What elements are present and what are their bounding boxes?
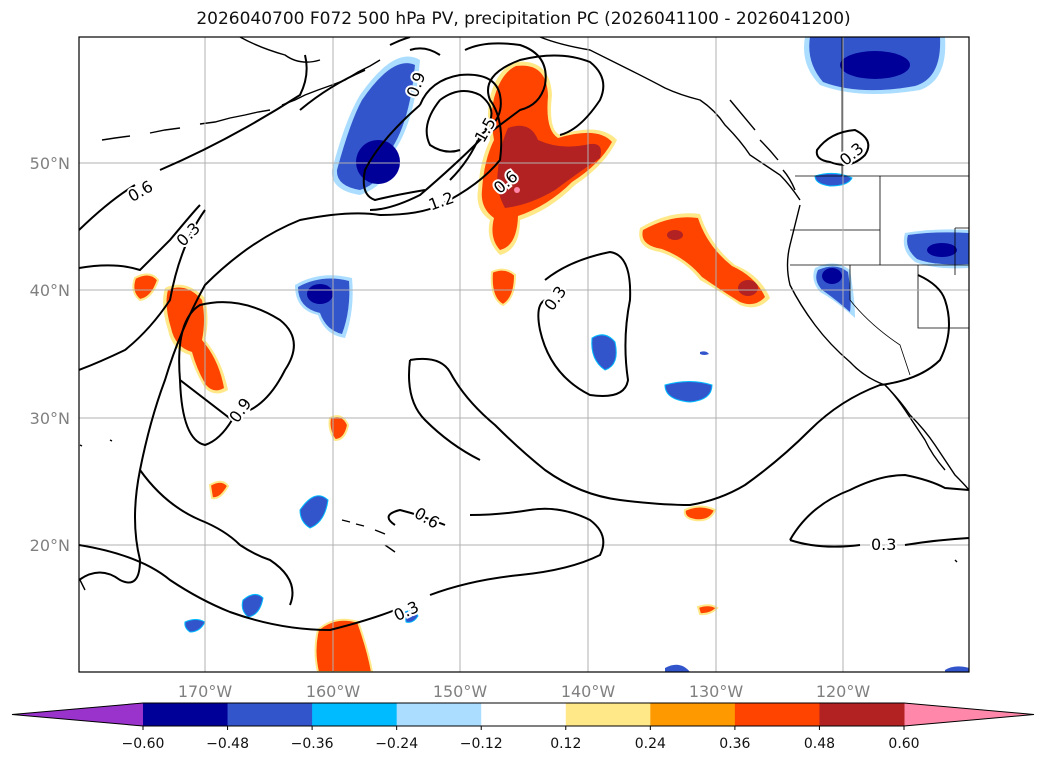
lon-label-150w: 150°W <box>433 682 488 701</box>
colorbar-extend-max <box>904 703 1034 726</box>
lat-label-40n: 40°N <box>30 281 70 300</box>
state-borders <box>790 176 969 376</box>
colorbar-segment <box>565 703 651 726</box>
map-frame <box>78 36 970 673</box>
pos-anomaly-south <box>314 618 374 672</box>
lat-label-30n: 30°N <box>30 409 70 428</box>
aleutian-islands <box>101 59 381 141</box>
hawaiian-islands <box>341 519 396 553</box>
colorbar-segment <box>396 703 482 726</box>
contour-0.3-northeast <box>815 128 870 166</box>
colorbar-tick-label: 0.24 <box>635 736 666 752</box>
colorbar-segment <box>481 703 567 726</box>
colorbar-tick-label: 0.48 <box>804 736 835 752</box>
lon-label-130w: 130°W <box>689 682 744 701</box>
contour-0.3-large <box>79 204 206 371</box>
colorbar-segment <box>819 703 905 726</box>
contour-0.6-southwest <box>139 469 294 606</box>
baja-california <box>884 384 946 471</box>
map-title: 2026040700 F072 500 hPa PV, precipitatio… <box>196 9 851 29</box>
bc-coast <box>729 99 796 191</box>
lon-label-140w: 140°W <box>561 682 616 701</box>
gridlines <box>79 37 969 672</box>
alaska-coast <box>239 37 801 201</box>
latitude-labels: 50°N 40°N 30°N 20°N <box>30 154 70 555</box>
colorbar-segment <box>312 703 398 726</box>
lon-label-170w: 170°W <box>178 682 233 701</box>
colorbar-segment <box>227 703 313 726</box>
longitude-labels: 170°W 160°W 150°W 140°W 130°W 120°W <box>178 682 871 701</box>
lon-label-160w: 160°W <box>306 682 361 701</box>
contour-0.3-east <box>408 274 950 507</box>
lon-label-120w: 120°W <box>816 682 871 701</box>
positive-precip-anomalies <box>132 61 770 672</box>
contour-0.3-southern <box>79 507 605 632</box>
colorbar-tick-label: −0.48 <box>206 736 249 752</box>
colorbar-tick-label: 0.60 <box>888 736 919 752</box>
colorbar-tick-label: 0.12 <box>550 736 581 752</box>
pv-contours <box>79 37 969 632</box>
colorbar-tick-label: −0.60 <box>122 736 165 752</box>
colorbar-segment <box>143 703 229 726</box>
colorbar-segment <box>650 703 736 726</box>
contour-0.9 <box>178 42 547 447</box>
colorbar-tick-label: −0.12 <box>460 736 503 752</box>
contour-1.2 <box>362 73 502 202</box>
colorbar-tick-label: −0.36 <box>291 736 334 752</box>
contour-label: 0.3 <box>871 535 896 554</box>
colorbar-segment <box>734 703 820 726</box>
us-west-coast <box>786 204 969 491</box>
lat-label-20n: 20°N <box>30 536 70 555</box>
coastlines <box>79 37 969 591</box>
political-borders <box>790 37 969 376</box>
colorbar: −0.60 −0.48 −0.36 −0.24 −0.12 0.12 0.24 0.36 0.4… <box>11 702 1035 752</box>
colorbar-tick-label: 0.36 <box>719 736 750 752</box>
contour-0.6-main <box>79 54 605 584</box>
contour-0.6-west <box>79 37 411 231</box>
colorbar-extend-min <box>12 703 143 726</box>
contour-0.3-center <box>537 250 632 397</box>
colorbar-tick-label: −0.24 <box>375 736 418 752</box>
contour-1.5 <box>425 90 493 153</box>
lat-label-50n: 50°N <box>30 154 70 173</box>
contour-0.3-southeast <box>789 473 969 548</box>
